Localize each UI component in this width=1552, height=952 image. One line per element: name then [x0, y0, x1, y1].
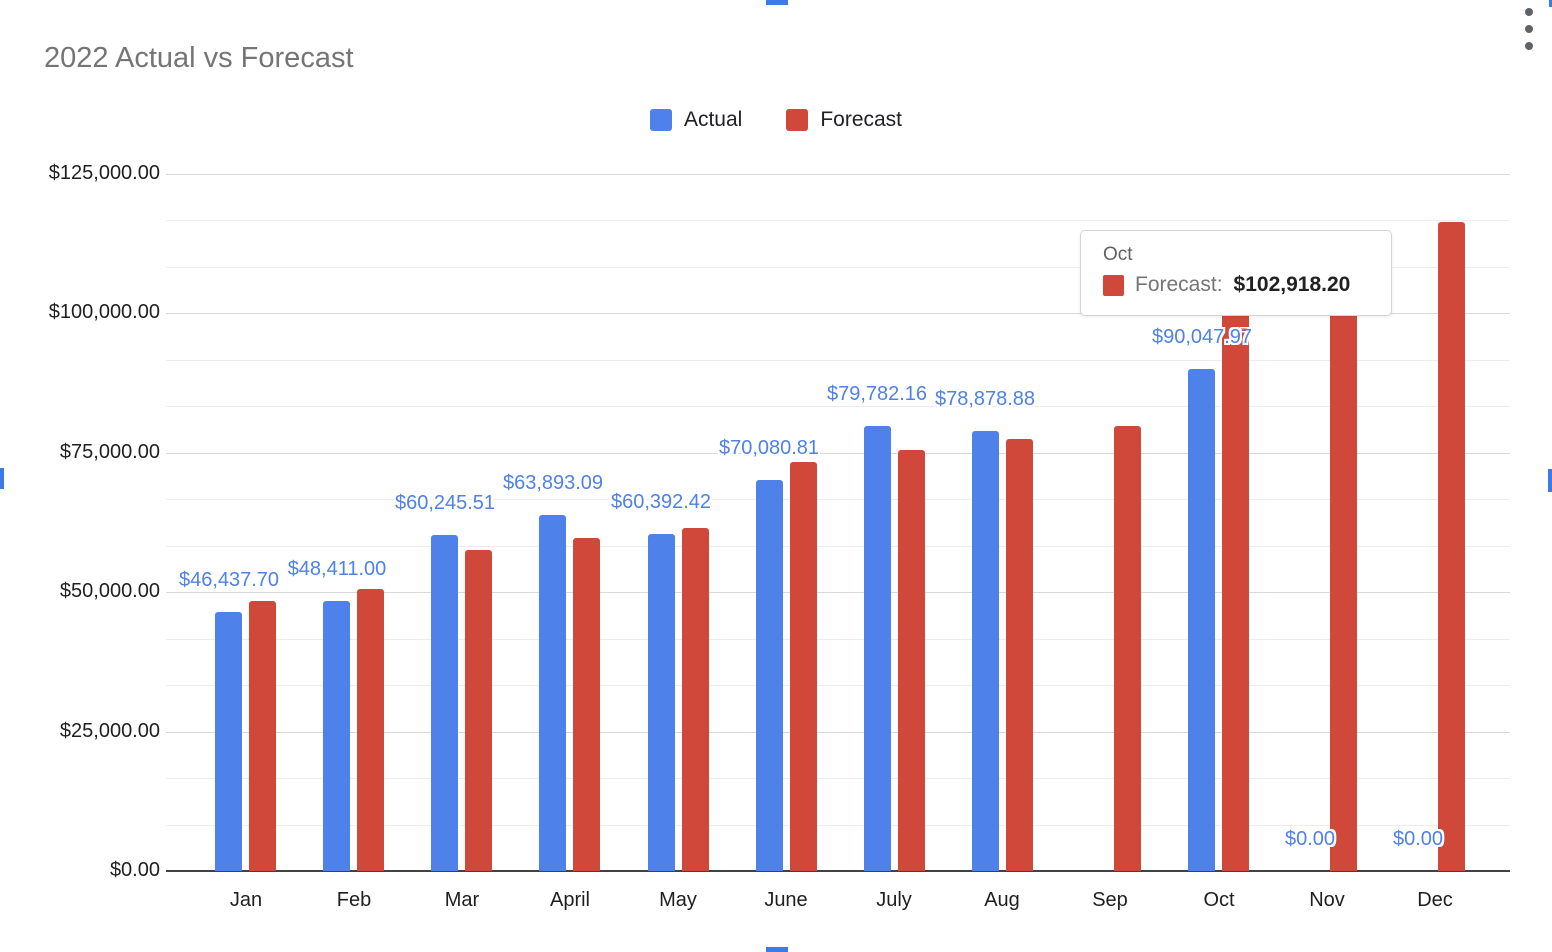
- bar-forecast-sep[interactable]: [1114, 426, 1141, 871]
- x-axis-label-oct: Oct: [1203, 889, 1235, 911]
- bar-forecast-july[interactable]: [898, 450, 925, 871]
- x-axis-label-nov: Nov: [1309, 889, 1345, 911]
- y-axis-tick-label: $50,000.00: [59, 580, 160, 602]
- bar-forecast-feb[interactable]: [357, 589, 384, 871]
- bar-actual-feb[interactable]: [323, 601, 350, 871]
- minor-gridline: [166, 499, 1510, 500]
- minor-gridline: [166, 546, 1510, 547]
- legend-swatch-actual-icon: [649, 109, 672, 131]
- bar-forecast-dec[interactable]: [1438, 222, 1465, 871]
- y-axis-tick-label: $75,000.00: [59, 441, 160, 463]
- y-axis-tick-label: $100,000.00: [48, 301, 160, 323]
- bar-actual-july[interactable]: [864, 426, 891, 871]
- bar-actual-aug[interactable]: [972, 431, 999, 871]
- tooltip-category: Oct: [1103, 244, 1133, 265]
- bar-actual-april[interactable]: [539, 515, 566, 871]
- x-axis-label-july: July: [876, 889, 912, 911]
- tooltip-series-swatch-icon: [1103, 274, 1124, 296]
- y-axis-tick-label: $125,000.00: [48, 162, 160, 184]
- selection-handle-left[interactable]: [0, 468, 4, 489]
- chart-legend: Actual Forecast: [0, 108, 1552, 132]
- x-axis-label-jan: Jan: [229, 889, 263, 911]
- kebab-dot-icon: [1525, 42, 1533, 50]
- x-axis-label-june: June: [764, 889, 808, 911]
- legend-item-forecast[interactable]: Forecast: [786, 108, 902, 132]
- legend-item-actual[interactable]: Actual: [649, 108, 743, 132]
- bar-actual-jan[interactable]: [215, 612, 242, 871]
- x-axis-label-sep: Sep: [1092, 889, 1128, 911]
- kebab-dot-icon: [1525, 25, 1533, 33]
- chart-tooltip: Oct Forecast: $102,918.20: [1080, 230, 1392, 316]
- bar-actual-june[interactable]: [756, 480, 783, 871]
- selection-handle-corner[interactable]: [1549, 0, 1552, 7]
- legend-label-actual: Actual: [683, 108, 743, 131]
- tooltip-value: $102,918.20: [1233, 273, 1351, 296]
- data-label-dec: $0.00: [1392, 828, 1444, 850]
- kebab-dot-icon: [1525, 8, 1533, 16]
- data-label-oct: $90,047.97: [1151, 326, 1253, 348]
- minor-gridline: [166, 360, 1510, 361]
- x-axis-label-mar: Mar: [444, 889, 480, 911]
- x-axis-label-aug: Aug: [984, 889, 1020, 911]
- data-label-jan: $46,437.70: [178, 569, 280, 591]
- selection-handle-top[interactable]: [766, 0, 788, 5]
- y-axis-tick-label: $25,000.00: [59, 720, 160, 742]
- chart-options-menu-icon[interactable]: [1519, 7, 1539, 51]
- data-label-july: $79,782.16: [826, 383, 928, 405]
- major-gridline: [166, 453, 1510, 454]
- x-axis-line: [166, 870, 1510, 872]
- bar-forecast-june[interactable]: [790, 462, 817, 871]
- x-axis-label-april: April: [549, 889, 590, 911]
- chart-title: 2022 Actual vs Forecast: [44, 42, 354, 74]
- minor-gridline: [166, 267, 1510, 268]
- data-label-mar: $60,245.51: [394, 492, 496, 514]
- data-label-april: $63,893.09: [502, 472, 604, 494]
- data-label-aug: $78,878.88: [934, 388, 1036, 410]
- minor-gridline: [166, 406, 1510, 407]
- bar-actual-may[interactable]: [648, 534, 675, 871]
- tooltip-series-label: Forecast:: [1135, 273, 1223, 296]
- major-gridline: [166, 313, 1510, 314]
- major-gridline: [166, 732, 1510, 733]
- selection-handle-right[interactable]: [1548, 469, 1552, 492]
- bar-actual-mar[interactable]: [431, 535, 458, 871]
- major-gridline: [166, 592, 1510, 593]
- x-axis-label-may: May: [659, 889, 697, 911]
- bar-forecast-oct[interactable]: [1222, 297, 1249, 871]
- legend-label-forecast: Forecast: [820, 108, 903, 131]
- legend-swatch-forecast-icon: [786, 109, 809, 131]
- major-gridline: [166, 174, 1510, 175]
- minor-gridline: [166, 825, 1510, 826]
- bar-forecast-jan[interactable]: [249, 601, 276, 871]
- bar-forecast-mar[interactable]: [465, 550, 492, 871]
- data-label-nov: $0.00: [1284, 828, 1336, 850]
- data-label-may: $60,392.42: [610, 491, 712, 513]
- y-axis-tick-label: $0.00: [109, 859, 160, 881]
- selection-handle-bottom[interactable]: [766, 947, 788, 952]
- bar-forecast-nov[interactable]: [1330, 311, 1357, 871]
- data-label-june: $70,080.81: [718, 437, 820, 459]
- bar-actual-oct[interactable]: [1188, 369, 1215, 871]
- data-label-feb: $48,411.00: [287, 558, 387, 580]
- x-axis-label-dec: Dec: [1417, 889, 1453, 911]
- bar-forecast-april[interactable]: [573, 538, 600, 871]
- minor-gridline: [166, 639, 1510, 640]
- x-axis-label-feb: Feb: [336, 889, 372, 911]
- minor-gridline: [166, 778, 1510, 779]
- bar-forecast-aug[interactable]: [1006, 439, 1033, 871]
- bar-forecast-may[interactable]: [682, 528, 709, 871]
- minor-gridline: [166, 685, 1510, 686]
- minor-gridline: [166, 220, 1510, 221]
